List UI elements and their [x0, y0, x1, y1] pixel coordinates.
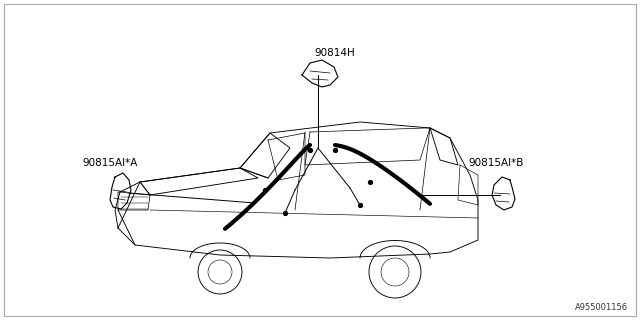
Text: A955001156: A955001156: [575, 303, 628, 312]
Text: 90815AI*B: 90815AI*B: [468, 158, 524, 168]
Text: 90814H: 90814H: [314, 48, 355, 58]
Text: 90815AI*A: 90815AI*A: [82, 158, 138, 168]
